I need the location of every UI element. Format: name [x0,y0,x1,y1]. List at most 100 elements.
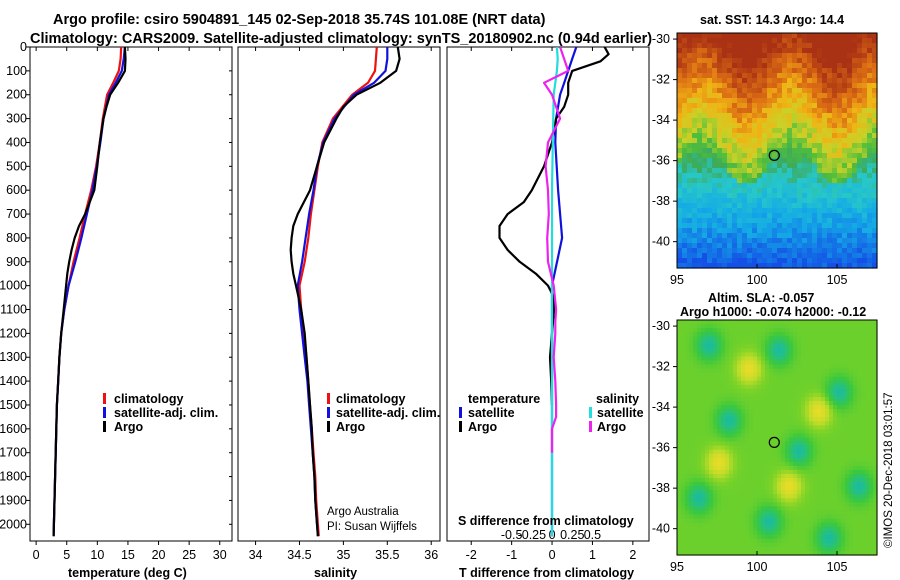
sst-cell [772,118,778,124]
sla-cell [833,384,838,390]
sla-cell [737,510,742,516]
sla-cell [733,518,738,524]
sst-cell [822,108,828,114]
sst-cell [782,53,788,59]
sst-cell [802,153,808,159]
sla-cell [677,376,682,382]
sla-cell [753,445,758,451]
sla-cell [857,437,862,443]
sla-cell [729,348,734,354]
sst-cell [787,203,793,209]
sst-cell [857,213,863,219]
sla-cell [721,494,726,499]
sst-cell [797,118,803,124]
sla-cell [821,534,826,540]
sla-cell [833,352,838,358]
sla-cell [693,498,698,503]
sla-cell [701,453,706,459]
sst-cell [712,123,718,129]
sla-cell [857,340,862,345]
sla-cell [753,336,758,341]
sla-cell [765,421,770,426]
sla-cell [693,494,698,499]
sla-cell [825,368,830,374]
sst-cell [817,213,823,219]
sst-cell [792,253,798,259]
sla-cell [713,449,718,455]
sla-cell [829,461,834,467]
sla-cell [837,494,842,499]
sst-cell [707,58,713,64]
sla-cell [825,457,830,463]
sla-cell [725,445,730,451]
sst-cell [762,238,768,244]
sst-cell [862,228,868,234]
sla-cell [701,328,706,333]
sst-cell [697,113,703,119]
sst-cell [692,133,698,139]
sst-cell [792,258,798,264]
sst-cell [817,38,823,44]
sla-cell [721,482,726,487]
sst-cell [837,153,843,159]
sla-cell [737,429,742,435]
sst-cell [777,58,783,64]
sst-cell [752,243,758,249]
sst-cell [852,208,858,214]
x-tick-label: 5 [63,548,70,562]
sla-cell [761,510,766,516]
sst-cell [742,198,748,204]
sst-cell [682,83,688,89]
sla-cell [837,328,842,333]
sla-cell [817,534,822,540]
sla-cell [689,320,694,325]
sst-cell [782,118,788,124]
sla-cell [681,510,686,516]
sla-cell [789,433,794,439]
sla-cell [693,409,698,414]
sla-cell [853,396,858,402]
sst-cell [792,178,798,184]
sst-cell [822,68,828,74]
sst-cell [697,133,703,139]
sst-cell [827,58,833,64]
sla-cell [729,320,734,325]
sla-cell [805,486,810,491]
sst-cell [872,78,878,84]
sla-cell [797,546,802,552]
sst-cell [842,123,848,129]
sst-cell [822,253,828,259]
sst-cell [797,53,803,59]
sst-cell [747,208,753,214]
sst-cell [712,98,718,104]
sst-cell [837,238,843,244]
sla-cell [761,502,766,507]
sla-cell [685,324,690,329]
sst-cell [767,243,773,249]
sla-cell [685,546,690,552]
sst-cell [712,183,718,189]
sla-cell [697,380,702,386]
sla-cell [793,461,798,467]
sla-cell [865,482,870,487]
sst-cell [687,183,693,189]
sst-cell [797,153,803,159]
sla-cell [809,328,814,333]
temperature-plot-frame [29,46,233,542]
sla-cell [789,482,794,487]
sst-cell [752,198,758,204]
sst-cell [842,33,848,39]
sla-cell [849,445,854,451]
sla-cell [741,486,746,491]
sst-cell [747,78,753,84]
sst-map-panel: sat. SST: 14.3 Argo: 14.4 95 100 105-30-32… [652,13,878,287]
sla-cell [737,332,742,337]
sla-cell [857,344,862,349]
sla-cell [785,494,790,499]
sst-cell [867,108,873,114]
sla-cell [693,534,698,540]
sst-cell [842,113,848,119]
sla-cell [777,542,782,548]
sla-cell [725,433,730,439]
sst-cell [807,253,813,259]
